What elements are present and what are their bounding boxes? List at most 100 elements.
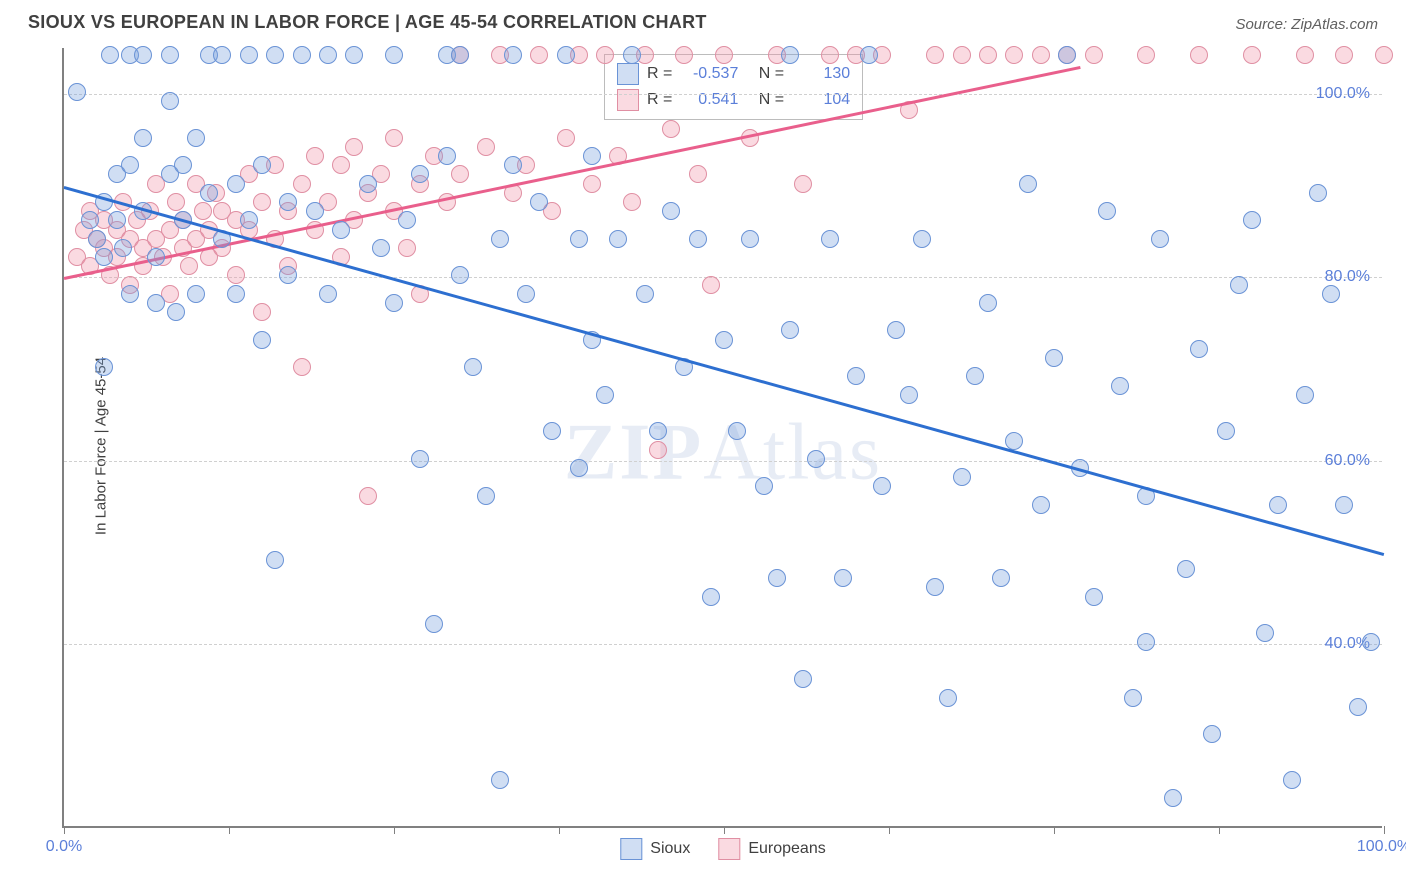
data-point-sioux (68, 83, 86, 101)
x-tick (64, 826, 65, 834)
data-point-europeans (1005, 46, 1023, 64)
data-point-europeans (398, 239, 416, 257)
data-point-europeans (662, 120, 680, 138)
data-point-europeans (385, 129, 403, 147)
data-point-sioux (741, 230, 759, 248)
x-tick (1219, 826, 1220, 834)
data-point-sioux (847, 367, 865, 385)
r-label: R = (647, 65, 672, 83)
data-point-sioux (385, 46, 403, 64)
data-point-sioux (887, 321, 905, 339)
data-point-europeans (953, 46, 971, 64)
data-point-sioux (596, 386, 614, 404)
data-point-sioux (939, 689, 957, 707)
data-point-sioux (319, 285, 337, 303)
data-point-europeans (649, 441, 667, 459)
data-point-sioux (1177, 560, 1195, 578)
data-point-sioux (134, 46, 152, 64)
data-point-sioux (279, 266, 297, 284)
data-point-sioux (95, 358, 113, 376)
data-point-europeans (689, 165, 707, 183)
x-tick (559, 826, 560, 834)
data-point-sioux (81, 211, 99, 229)
data-point-europeans (596, 46, 614, 64)
data-point-sioux (306, 202, 324, 220)
data-point-sioux (504, 46, 522, 64)
n-value-sioux: 130 (792, 65, 850, 83)
data-point-sioux (504, 156, 522, 174)
bottom-legend: Sioux Europeans (620, 838, 825, 860)
data-point-sioux (187, 285, 205, 303)
x-tick (889, 826, 890, 834)
data-point-sioux (253, 331, 271, 349)
data-point-sioux (147, 248, 165, 266)
data-point-europeans (979, 46, 997, 64)
data-point-sioux (101, 46, 119, 64)
data-point-europeans (477, 138, 495, 156)
data-point-sioux (1269, 496, 1287, 514)
gridline-h (64, 461, 1382, 462)
gridline-h (64, 94, 1382, 95)
data-point-sioux (240, 46, 258, 64)
data-point-europeans (306, 147, 324, 165)
data-point-sioux (1349, 698, 1367, 716)
data-point-europeans (359, 487, 377, 505)
data-point-sioux (570, 230, 588, 248)
data-point-sioux (1098, 202, 1116, 220)
data-point-sioux (1203, 725, 1221, 743)
data-point-sioux (108, 211, 126, 229)
data-point-europeans (293, 175, 311, 193)
data-point-europeans (675, 46, 693, 64)
data-point-sioux (1005, 432, 1023, 450)
data-point-sioux (1151, 230, 1169, 248)
data-point-sioux (702, 588, 720, 606)
data-point-sioux (900, 386, 918, 404)
trend-line-europeans (64, 66, 1081, 280)
y-tick-label: 100.0% (1316, 85, 1370, 103)
data-point-sioux (1322, 285, 1340, 303)
data-point-sioux (1111, 377, 1129, 395)
data-point-sioux (167, 303, 185, 321)
chart-source: Source: ZipAtlas.com (1235, 16, 1378, 33)
y-tick-label: 60.0% (1325, 452, 1370, 470)
data-point-sioux (583, 147, 601, 165)
data-point-sioux (213, 46, 231, 64)
data-point-sioux (240, 211, 258, 229)
data-point-sioux (200, 184, 218, 202)
data-point-europeans (451, 165, 469, 183)
data-point-europeans (623, 193, 641, 211)
x-tick-label: 100.0% (1357, 838, 1406, 856)
data-point-sioux (1283, 771, 1301, 789)
data-point-sioux (821, 230, 839, 248)
x-tick (724, 826, 725, 834)
data-point-sioux (161, 46, 179, 64)
data-point-sioux (1045, 349, 1063, 367)
x-tick (1384, 826, 1385, 834)
data-point-sioux (121, 156, 139, 174)
data-point-sioux (266, 551, 284, 569)
x-tick (394, 826, 395, 834)
data-point-sioux (966, 367, 984, 385)
data-point-sioux (438, 147, 456, 165)
chart-plot-area: ZIPAtlas R = -0.537 N = 130 R = 0.541 N … (62, 48, 1382, 828)
data-point-sioux (623, 46, 641, 64)
legend-label-sioux: Sioux (650, 840, 690, 858)
data-point-europeans (180, 257, 198, 275)
data-point-sioux (174, 156, 192, 174)
data-point-sioux (411, 450, 429, 468)
data-point-europeans (1032, 46, 1050, 64)
data-point-europeans (167, 193, 185, 211)
data-point-sioux (953, 468, 971, 486)
data-point-sioux (1256, 624, 1274, 642)
data-point-sioux (1217, 422, 1235, 440)
data-point-sioux (451, 46, 469, 64)
data-point-sioux (636, 285, 654, 303)
data-point-sioux (1362, 633, 1380, 651)
data-point-sioux (1309, 184, 1327, 202)
data-point-sioux (781, 321, 799, 339)
data-point-sioux (1019, 175, 1037, 193)
data-point-sioux (768, 569, 786, 587)
data-point-europeans (821, 46, 839, 64)
data-point-sioux (992, 569, 1010, 587)
data-point-sioux (1190, 340, 1208, 358)
